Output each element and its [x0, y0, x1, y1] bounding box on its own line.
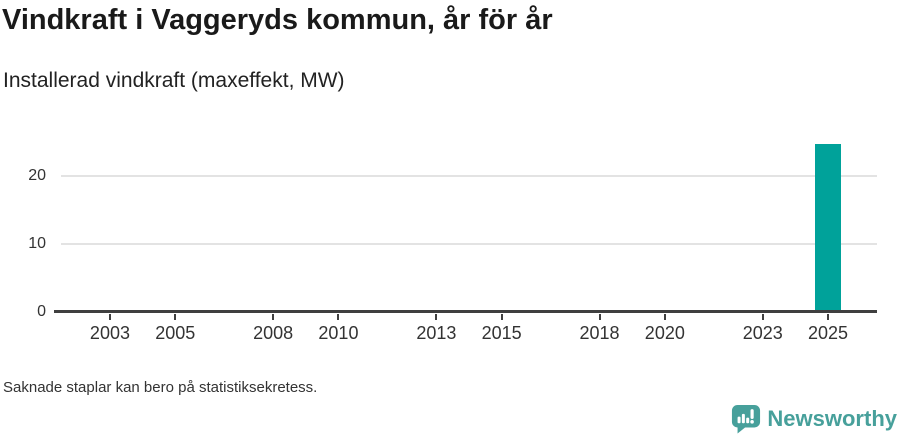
footnote: Saknade staplar kan bero på statistiksek…	[3, 379, 318, 396]
x-tick-2020	[663, 314, 666, 320]
y-tick-label-10: 10	[28, 235, 46, 253]
bar-2025[interactable]	[815, 144, 842, 312]
x-tick-2025	[827, 314, 830, 320]
x-tick-2013	[435, 314, 438, 320]
x-tick-label-2025: 2025	[808, 323, 849, 343]
x-tick-label-2013: 2013	[416, 323, 457, 343]
gridline-y-20	[61, 175, 877, 178]
plot-area: 2003 2005 2008 2010 2013 2015 2018 2020 2023 2025	[54, 130, 877, 343]
x-tick-label-2010: 2010	[318, 323, 359, 343]
gridline-y-10	[61, 243, 877, 246]
x-tick-2008	[272, 314, 275, 320]
x-tick-label-2023: 2023	[742, 323, 783, 343]
chart-subtitle: Installerad vindkraft (maxeffekt, MW)	[3, 69, 345, 92]
y-tick-label-0: 0	[37, 303, 46, 320]
x-tick-label-2020: 2020	[644, 323, 685, 343]
y-tick-label-20: 20	[28, 167, 46, 185]
y-axis-labels: 0 10 20	[0, 130, 46, 320]
bar-chart-speech-bubble-icon	[732, 404, 761, 434]
x-tick-2015	[500, 314, 503, 320]
chart-title: Vindkraft i Vaggeryds kommun, år för år	[2, 4, 553, 36]
x-tick-2023	[761, 314, 764, 320]
x-tick-label-2015: 2015	[481, 323, 522, 343]
x-axis-line	[54, 310, 877, 313]
x-tick-2010	[337, 314, 340, 320]
newsworthy-wordmark: Newsworthy	[767, 406, 897, 431]
x-tick-label-2005: 2005	[155, 323, 196, 343]
x-tick-label-2003: 2003	[89, 323, 130, 343]
newsworthy-logo: Newsworthy	[731, 404, 897, 434]
x-tick-2018	[598, 314, 601, 320]
x-tick-label-2008: 2008	[253, 323, 294, 343]
x-tick-2005	[174, 314, 177, 320]
x-tick-label-2018: 2018	[579, 323, 620, 343]
x-tick-2003	[108, 314, 111, 320]
